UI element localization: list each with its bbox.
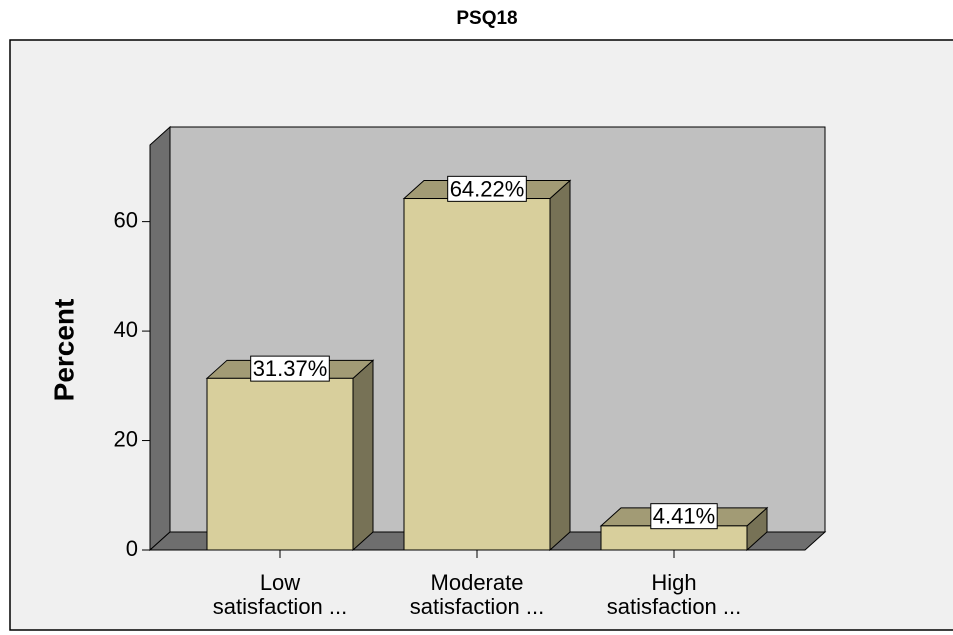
value-label-box: [250, 355, 330, 382]
y-tick-label: 40: [114, 317, 138, 342]
chart-title: PSQ18: [456, 8, 517, 29]
value-label-box: [447, 175, 527, 202]
bar-side: [549, 179, 571, 552]
y-tick-label: 0: [126, 536, 138, 561]
value-label: 4.41%: [653, 504, 715, 529]
bar: [206, 377, 354, 551]
x-tick-label: Low satisfaction ...: [213, 570, 348, 619]
y-tick-label: 60: [114, 207, 138, 232]
value-label: 31.37%: [253, 356, 328, 381]
y-tick-label: 20: [114, 426, 138, 451]
bar: [600, 525, 748, 551]
bar: [403, 198, 551, 551]
side-wall: [149, 125, 171, 552]
x-tick-label: Moderate satisfaction ...: [410, 570, 545, 619]
y-axis-label: Percent: [48, 299, 79, 402]
x-tick-label: High satisfaction ...: [607, 570, 742, 619]
value-label: 64.22%: [450, 176, 525, 201]
value-label-box: [650, 503, 718, 530]
bar-side: [352, 359, 374, 552]
